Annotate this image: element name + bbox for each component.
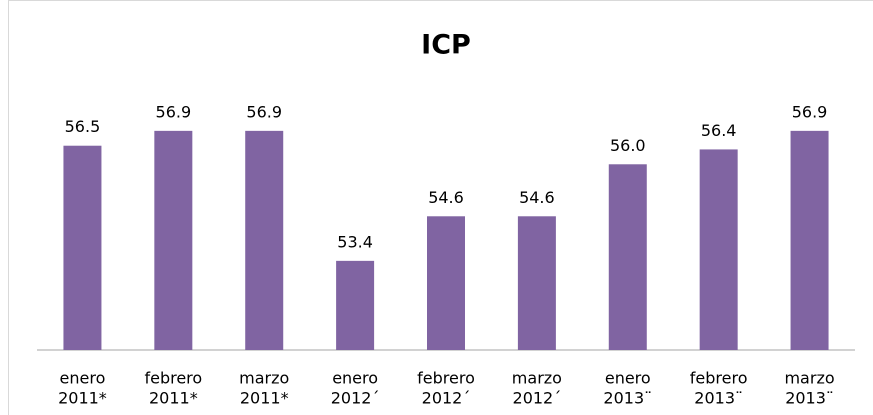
x-tick-label: 2013¨: [694, 389, 743, 408]
x-tick-label: febrero: [417, 369, 475, 388]
x-tick-label: enero: [605, 369, 651, 388]
x-tick-label: 2011*: [149, 389, 198, 408]
data-label: 56.0: [610, 136, 646, 155]
x-tick-label: marzo: [239, 369, 289, 388]
x-tick-label: 2013¨: [785, 389, 834, 408]
data-label: 56.9: [156, 102, 192, 121]
x-tick-label: 2011*: [240, 389, 289, 408]
data-label: 56.9: [792, 102, 828, 121]
x-tick-label: 2013¨: [603, 389, 652, 408]
x-tick-label: 2011*: [58, 389, 107, 408]
bar: [154, 130, 193, 350]
bar: [790, 130, 829, 350]
x-tick-label: 2012´: [513, 389, 562, 408]
bar: [608, 164, 647, 350]
x-tick-label: febrero: [690, 369, 748, 388]
x-tick-label: enero: [60, 369, 106, 388]
data-label: 56.4: [701, 121, 737, 140]
x-tick-label: marzo: [512, 369, 562, 388]
chart-title: ICP: [421, 30, 471, 61]
x-tick-label: 2012´: [422, 389, 471, 408]
bar: [517, 216, 556, 350]
x-tick-label: febrero: [144, 369, 202, 388]
data-label: 56.5: [65, 117, 101, 136]
data-label: 56.9: [246, 102, 282, 121]
x-tick-label: marzo: [784, 369, 834, 388]
bar: [245, 130, 284, 350]
bar: [699, 149, 738, 350]
bar: [427, 216, 465, 350]
bar: [63, 145, 102, 350]
bar: [336, 260, 375, 350]
data-label: 54.6: [428, 188, 464, 207]
x-tick-label: enero: [332, 369, 378, 388]
data-label: 53.4: [337, 232, 373, 251]
data-label: 54.6: [519, 188, 555, 207]
chart-border: [8, 0, 873, 415]
x-tick-label: 2012´: [331, 389, 380, 408]
